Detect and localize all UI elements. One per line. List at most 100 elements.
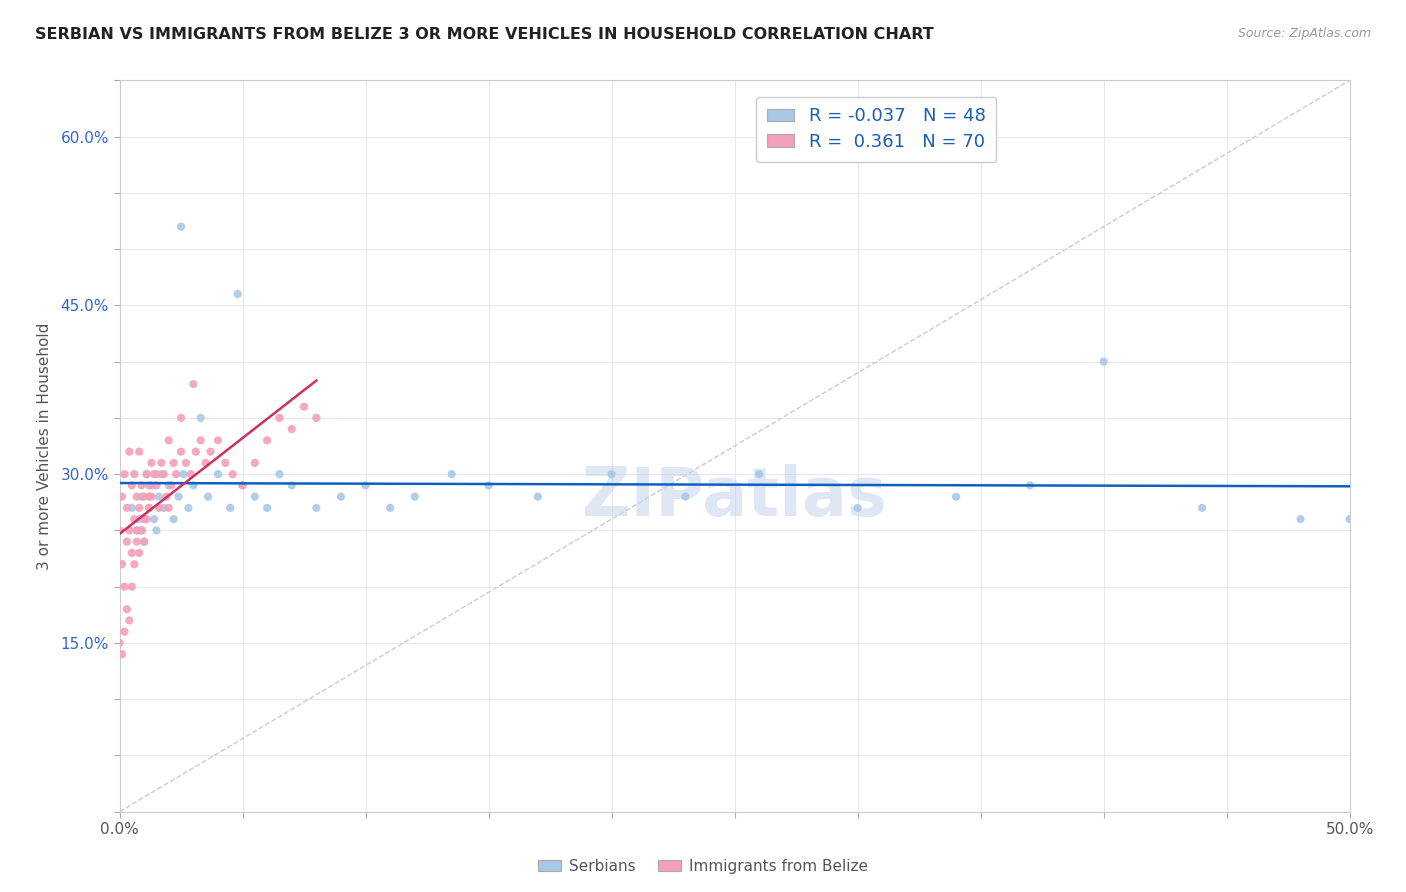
Point [148, 500, 170, 515]
Point [141, 490, 163, 504]
Point [108, 636, 131, 650]
Point [243, 490, 266, 504]
Point [207, 434, 229, 448]
Point [128, 500, 150, 515]
Point [148, 490, 170, 504]
Point [214, 456, 236, 470]
Point [1092, 354, 1115, 368]
Point [256, 434, 278, 448]
Point [124, 557, 146, 571]
Point [132, 534, 156, 549]
Point [138, 490, 160, 504]
Point [1018, 478, 1040, 492]
Point [190, 434, 212, 448]
Point [177, 500, 200, 515]
Point [138, 500, 160, 515]
Point [124, 512, 146, 526]
Point [155, 490, 177, 504]
Point [231, 478, 254, 492]
Point [153, 467, 174, 482]
Point [269, 410, 291, 425]
Point [125, 524, 148, 538]
Point [115, 602, 138, 616]
Point [145, 467, 167, 482]
Point [141, 478, 163, 492]
Point [125, 524, 148, 538]
Point [128, 444, 150, 458]
Point [121, 500, 143, 515]
Point [190, 410, 212, 425]
Point [200, 444, 222, 458]
Point [128, 512, 150, 526]
Point [305, 410, 328, 425]
Point [243, 456, 266, 470]
Point [108, 524, 131, 538]
Point [125, 490, 148, 504]
Point [145, 478, 167, 492]
Point [1289, 512, 1312, 526]
Point [131, 478, 153, 492]
Point [477, 478, 501, 492]
Point [145, 524, 167, 538]
Text: ZIPatlas: ZIPatlas [582, 464, 887, 530]
Point [256, 500, 278, 515]
Point [111, 557, 134, 571]
Point [132, 490, 156, 504]
Point [138, 500, 160, 515]
Point [124, 467, 146, 482]
Point [219, 500, 242, 515]
Point [305, 500, 328, 515]
Point [118, 524, 141, 538]
Legend: Serbians, Immigrants from Belize: Serbians, Immigrants from Belize [531, 853, 875, 880]
Point [135, 467, 157, 482]
Point [207, 467, 229, 482]
Point [174, 456, 197, 470]
Point [292, 400, 315, 414]
Point [121, 478, 143, 492]
Point [114, 467, 135, 482]
Point [163, 456, 186, 470]
Point [226, 287, 249, 301]
Legend: R = -0.037   N = 48, R =  0.361   N = 70: R = -0.037 N = 48, R = 0.361 N = 70 [756, 96, 997, 161]
Point [440, 467, 463, 482]
Point [600, 467, 623, 482]
Point [157, 500, 180, 515]
Point [114, 580, 135, 594]
Point [1191, 500, 1213, 515]
Point [163, 512, 186, 526]
Point [115, 534, 138, 549]
Point [121, 546, 143, 560]
Point [354, 478, 377, 492]
Point [269, 467, 291, 482]
Point [132, 512, 156, 526]
Point [222, 467, 245, 482]
Point [132, 534, 156, 549]
Point [404, 490, 426, 504]
Point [281, 478, 304, 492]
Point [165, 467, 187, 482]
Point [131, 490, 153, 504]
Point [128, 546, 150, 560]
Point [160, 478, 183, 492]
Point [114, 624, 135, 639]
Point [170, 219, 193, 234]
Point [118, 614, 141, 628]
Point [329, 490, 352, 504]
Point [138, 478, 160, 492]
Point [143, 512, 166, 526]
Point [846, 500, 869, 515]
Point [111, 490, 134, 504]
Point [380, 500, 402, 515]
Point [748, 467, 770, 482]
Point [150, 467, 173, 482]
Point [170, 410, 193, 425]
Point [170, 444, 193, 458]
Point [135, 512, 157, 526]
Point [281, 422, 304, 436]
Point [131, 524, 153, 538]
Point [167, 490, 190, 504]
Point [183, 478, 205, 492]
Point [945, 490, 967, 504]
Point [157, 478, 180, 492]
Point [143, 467, 166, 482]
